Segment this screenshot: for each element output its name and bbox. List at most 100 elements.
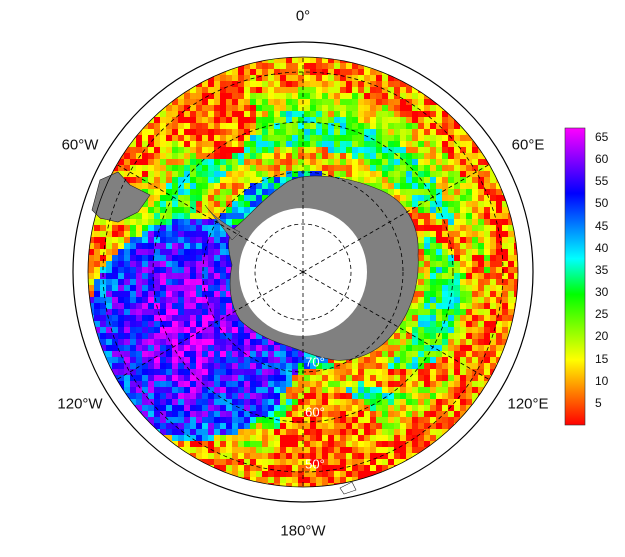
data-cell: [196, 267, 203, 274]
data-cell: [154, 189, 161, 196]
data-cell: [304, 435, 311, 442]
data-cell: [328, 399, 335, 406]
data-cell: [184, 393, 191, 400]
data-cell: [286, 93, 293, 100]
data-cell: [358, 105, 365, 112]
data-cell: [400, 141, 407, 148]
data-cell: [388, 81, 395, 88]
data-cell: [286, 453, 293, 460]
data-cell: [136, 159, 143, 166]
data-cell: [154, 201, 161, 208]
data-cell: [430, 147, 437, 154]
data-cell: [298, 105, 305, 112]
data-cell: [220, 447, 227, 454]
data-cell: [184, 135, 191, 142]
data-cell: [400, 81, 407, 88]
data-cell: [250, 393, 257, 400]
data-cell: [268, 417, 275, 424]
data-cell: [172, 117, 179, 124]
data-cell: [460, 309, 467, 316]
data-cell: [130, 153, 137, 160]
data-cell: [496, 285, 503, 292]
data-cell: [178, 363, 185, 370]
data-cell: [268, 453, 275, 460]
data-cell: [478, 231, 485, 238]
data-cell: [406, 453, 413, 460]
data-cell: [334, 57, 341, 64]
data-cell: [328, 429, 335, 436]
data-cell: [406, 189, 413, 196]
data-cell: [298, 381, 305, 388]
data-cell: [100, 297, 107, 304]
data-cell: [304, 471, 311, 478]
data-cell: [94, 261, 101, 268]
data-cell: [370, 171, 377, 178]
data-cell: [382, 351, 389, 358]
data-cell: [352, 441, 359, 448]
data-cell: [136, 291, 143, 298]
data-cell: [370, 159, 377, 166]
data-cell: [478, 345, 485, 352]
data-cell: [124, 303, 131, 310]
data-cell: [286, 465, 293, 472]
data-cell: [286, 357, 293, 364]
data-cell: [358, 453, 365, 460]
data-cell: [424, 387, 431, 394]
data-cell: [322, 453, 329, 460]
data-cell: [466, 189, 473, 196]
data-cell: [196, 351, 203, 358]
data-cell: [196, 165, 203, 172]
data-cell: [208, 135, 215, 142]
data-cell: [418, 189, 425, 196]
data-cell: [202, 243, 209, 250]
data-cell: [478, 273, 485, 280]
data-cell: [406, 405, 413, 412]
data-cell: [94, 297, 101, 304]
data-cell: [358, 381, 365, 388]
data-cell: [202, 303, 209, 310]
data-cell: [184, 429, 191, 436]
data-cell: [232, 309, 239, 316]
data-cell: [346, 99, 353, 106]
data-cell: [208, 207, 215, 214]
data-cell: [118, 321, 125, 328]
data-cell: [208, 99, 215, 106]
data-cell: [220, 147, 227, 154]
data-cell: [484, 225, 491, 232]
data-cell: [514, 249, 518, 256]
data-cell: [388, 159, 395, 166]
data-cell: [400, 321, 407, 328]
data-cell: [478, 357, 485, 364]
data-cell: [184, 141, 191, 148]
data-cell: [172, 219, 179, 226]
data-cell: [472, 147, 479, 154]
data-cell: [334, 429, 341, 436]
data-cell: [220, 285, 227, 292]
data-cell: [190, 423, 197, 430]
data-cell: [196, 99, 203, 106]
data-cell: [184, 183, 191, 190]
data-cell: [376, 387, 383, 394]
data-cell: [424, 333, 431, 340]
data-cell: [298, 135, 305, 142]
data-cell: [94, 249, 101, 256]
data-cell: [442, 183, 449, 190]
data-cell: [430, 303, 437, 310]
data-cell: [328, 435, 335, 442]
data-cell: [466, 255, 473, 262]
data-cell: [274, 387, 281, 394]
data-cell: [154, 195, 161, 202]
data-cell: [160, 219, 167, 226]
data-cell: [148, 159, 155, 166]
data-cell: [382, 429, 389, 436]
data-cell: [142, 315, 149, 322]
data-cell: [322, 393, 329, 400]
data-cell: [334, 99, 341, 106]
data-cell: [136, 237, 143, 244]
data-cell: [124, 165, 131, 172]
data-cell: [364, 93, 371, 100]
data-cell: [202, 99, 209, 106]
data-cell: [472, 153, 479, 160]
data-cell: [274, 351, 281, 358]
